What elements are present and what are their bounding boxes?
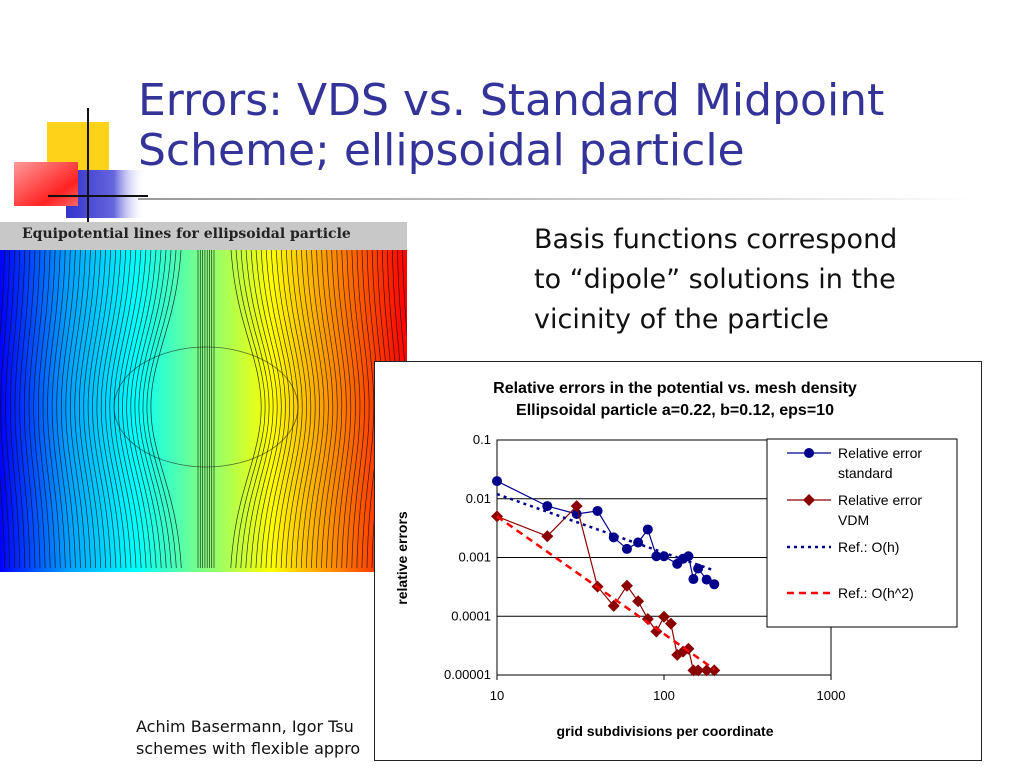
data-point bbox=[641, 612, 654, 625]
slide-title: Errors: VDS vs. Standard Midpoint Scheme… bbox=[138, 76, 998, 176]
y-tick-label: 0.00001 bbox=[444, 667, 491, 682]
legend-marker bbox=[804, 448, 814, 458]
legend-label: Ref.: O(h) bbox=[838, 539, 899, 555]
equipotential-caption: Equipotential lines for ellipsoidal part… bbox=[22, 226, 351, 242]
data-point bbox=[658, 610, 670, 623]
data-point bbox=[701, 574, 712, 585]
data-point bbox=[700, 664, 713, 677]
series-3 bbox=[496, 515, 716, 671]
body-line: vicinity of the particle bbox=[534, 304, 829, 335]
series-line bbox=[496, 480, 715, 585]
data-point bbox=[542, 501, 553, 512]
data-point bbox=[620, 579, 633, 592]
x-tick-label: 10 bbox=[490, 688, 504, 703]
footer-line: Achim Basermann, Igor Tsu bbox=[136, 717, 354, 736]
legend-box bbox=[766, 438, 958, 628]
legend-label: Relative error bbox=[838, 445, 922, 461]
legend-marker bbox=[803, 494, 815, 506]
series-line bbox=[496, 504, 715, 671]
legend: Relative error standard Relative error VDM R… bbox=[766, 438, 958, 628]
title-line: Errors: VDS vs. Standard Midpoint bbox=[138, 75, 885, 126]
equipotential-image: Equipotential lines for ellipsoidal part… bbox=[0, 222, 407, 572]
y-axis-label: relative errors bbox=[394, 511, 410, 605]
series-0 bbox=[492, 476, 720, 590]
data-point bbox=[659, 551, 669, 562]
series-1 bbox=[491, 500, 721, 677]
data-point bbox=[650, 625, 663, 638]
y-tick-label: 0.1 bbox=[473, 432, 491, 447]
footer-text: Achim Basermann, Igor Tsu schemes with f… bbox=[136, 716, 360, 760]
x-tick-label: 1000 bbox=[817, 688, 846, 703]
error-chart: Relative errors in the potential vs. mes… bbox=[374, 361, 982, 761]
y-tick-label: 0.001 bbox=[458, 550, 491, 565]
body-line: to “dipole” solutions in the bbox=[534, 264, 896, 295]
data-point bbox=[708, 664, 721, 677]
chart-canvas: Relative errors in the potential vs. mes… bbox=[394, 380, 958, 739]
legend-label: Ref.: O(h^2) bbox=[838, 585, 914, 601]
legend-label: standard bbox=[838, 465, 892, 481]
data-point bbox=[677, 645, 690, 658]
series-2 bbox=[496, 492, 715, 572]
title-line: Scheme; ellipsoidal particle bbox=[138, 125, 745, 176]
series-line bbox=[496, 492, 715, 572]
data-point bbox=[682, 642, 695, 655]
body-line: Basis functions correspond bbox=[534, 224, 898, 255]
data-point bbox=[541, 530, 554, 543]
legend-label: Relative error bbox=[838, 492, 922, 508]
title-divider bbox=[138, 198, 978, 200]
data-point bbox=[642, 524, 653, 535]
data-point bbox=[692, 664, 705, 677]
data-point bbox=[621, 543, 632, 554]
equipotential-caption-bar: Equipotential lines for ellipsoidal part… bbox=[0, 222, 407, 250]
data-point bbox=[683, 551, 694, 562]
data-point bbox=[592, 505, 603, 516]
data-point bbox=[632, 595, 645, 608]
corner-decoration bbox=[14, 108, 148, 222]
x-axis-label: grid subdivisions per coordinate bbox=[556, 723, 773, 739]
data-point bbox=[492, 476, 502, 487]
red-square bbox=[14, 162, 78, 206]
y-tick-label: 0.0001 bbox=[451, 608, 491, 623]
data-point bbox=[709, 579, 720, 590]
legend-label: VDM bbox=[838, 512, 869, 528]
data-point bbox=[693, 563, 704, 574]
data-point bbox=[607, 599, 620, 612]
footer-line: schemes with flexible appro bbox=[136, 739, 361, 758]
chart-title: Ellipsoidal particle a=0.22, b=0.12, eps… bbox=[516, 402, 834, 419]
chart-title: Relative errors in the potential vs. mes… bbox=[493, 380, 857, 397]
y-tick-label: 0.01 bbox=[466, 491, 491, 506]
equipotential-plot bbox=[0, 250, 407, 572]
data-point bbox=[570, 500, 583, 513]
series-line bbox=[496, 515, 716, 671]
x-tick-label: 100 bbox=[653, 688, 675, 703]
body-text: Basis functions correspond to “dipole” s… bbox=[534, 220, 974, 340]
data-point bbox=[688, 574, 699, 585]
blue-square bbox=[66, 170, 146, 218]
data-point bbox=[651, 551, 662, 562]
data-point bbox=[664, 617, 677, 630]
